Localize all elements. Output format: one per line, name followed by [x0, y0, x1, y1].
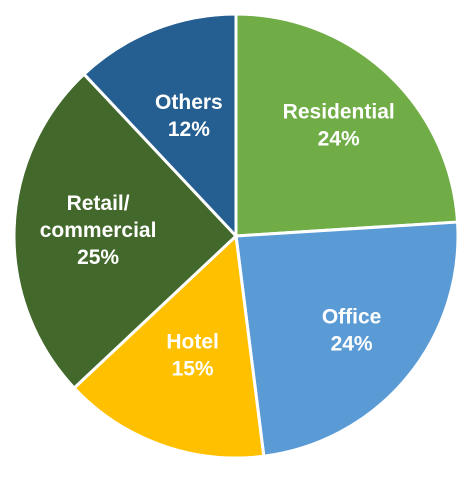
- slice-value-label: 15%: [172, 357, 214, 380]
- pie-slice-retail-commercial: [12, 72, 238, 390]
- pie-slice-office: [234, 220, 460, 458]
- pie-slice-residential: [234, 12, 460, 238]
- slice-category-label: Others: [155, 91, 223, 114]
- slice-category-label: Hotel: [166, 330, 219, 353]
- labels-layer: Residential 24% Office 24% Hotel 15% Retail/co…: [40, 91, 395, 380]
- pie-slice-others: [82, 12, 238, 238]
- slice-label-others: Others 12%: [155, 91, 223, 141]
- slice-category-label: Office: [322, 306, 382, 329]
- slice-category-label: Residential: [283, 101, 395, 124]
- slice-label-office: Office 24%: [322, 306, 382, 356]
- slice-category-label: commercial: [40, 219, 157, 242]
- slice-label-retail-commercial: Retail/commercial 25%: [40, 192, 157, 269]
- slice-value-label: 24%: [318, 128, 360, 151]
- slice-value-label: 24%: [331, 333, 373, 356]
- slice-category-label: Retail/: [67, 192, 130, 215]
- slice-label-hotel: Hotel 15%: [166, 330, 219, 380]
- slice-value-label: 12%: [168, 118, 210, 141]
- pie-slice-hotel: [72, 234, 266, 460]
- slices-layer: [12, 12, 460, 460]
- slice-label-residential: Residential 24%: [283, 101, 395, 151]
- slice-value-label: 25%: [77, 246, 119, 269]
